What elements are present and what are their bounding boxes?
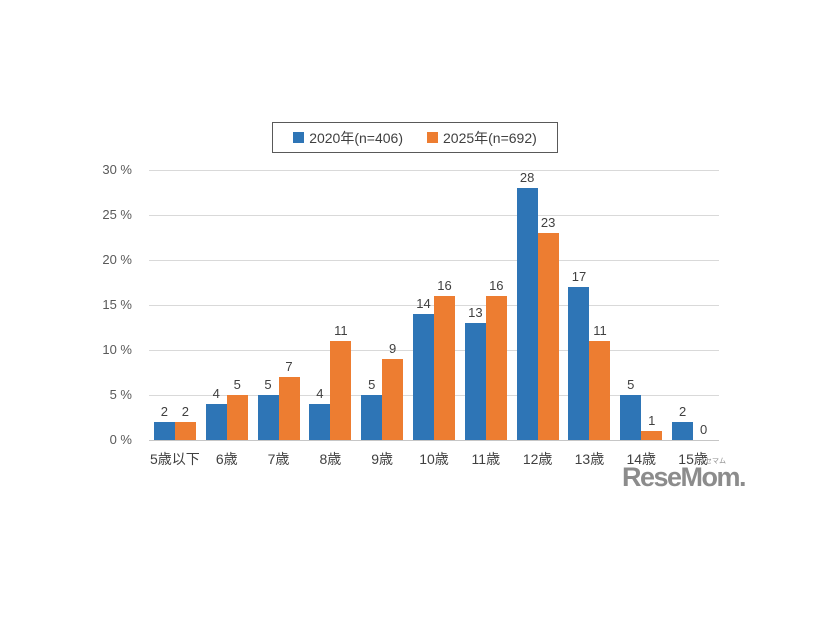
bar-value-label: 9 [389,341,397,356]
bar-group: 5 9 9歳 [356,170,408,467]
bar-group: 14 16 10歳 [408,170,460,467]
bar-group: 4 5 6歳 [201,170,253,467]
x-tick-label: 13歳 [574,451,605,467]
bar-2025 [226,395,248,440]
plot-area: 0 % 5 % 10 % 15 % 20 % 25 % 30 % 2 2 5歳以下 4 5 6歳 5 7 7歳… [102,162,719,467]
y-tick-label: 0 % [109,432,132,447]
y-tick-label: 5 % [109,387,132,402]
gridline [149,169,719,171]
bar-2025 [485,296,507,440]
y-tick-label: 10 % [102,342,132,357]
bar-value-label: 4 [212,386,220,401]
resemom-logo-ruby: リセマム [698,458,726,465]
bar-group: 4 11 8歳 [304,170,356,467]
bar-value-label: 4 [316,386,324,401]
bar-group: 13 16 11歳 [460,170,512,467]
bar-2025 [382,359,404,440]
bar-value-label: 16 [489,278,504,293]
resemom-logo-text: ReseMom. [622,462,747,492]
bar-2020 [205,404,227,440]
bar-2025 [433,296,455,440]
gridline [149,259,719,261]
bar-value-label: 11 [334,323,348,338]
x-tick-label: 11歳 [471,451,501,467]
bar-value-label: 16 [437,278,452,293]
x-tick-label: 5歳以下 [150,451,200,467]
bar-value-label: 28 [519,170,535,185]
bar-2020 [516,188,538,440]
x-tick-label: 14歳 [626,451,657,467]
x-tick-label: 10歳 [419,451,449,467]
x-tick-label: 12歳 [522,451,553,467]
bar-value-label: 0 [699,422,708,437]
bar-2020 [568,287,590,440]
bar-2025 [330,341,352,440]
bar-2020 [309,404,331,440]
bar-2020 [412,314,434,440]
legend-label: 2020年(n=406) [309,129,403,146]
bar-2025 [537,233,559,440]
bar-2025 [174,422,196,440]
bar-value-label: 23 [540,215,556,230]
x-tick-label: 9歳 [371,451,394,467]
bar-value-label: 5 [233,377,241,392]
bar-2025 [641,431,663,440]
legend: 2020年(n=406) 2025年(n=692) [272,122,558,153]
bar-2020 [257,395,279,440]
y-tick-label: 30 % [102,162,132,177]
bar-value-label: 5 [627,377,635,392]
bar-2020 [153,422,175,440]
bar-2020 [361,395,383,440]
bar-2020 [464,323,486,440]
bar-value-label: 17 [571,269,587,284]
bar-value-label: 2 [678,404,687,419]
y-tick-label: 20 % [102,252,132,267]
legend-swatch-icon [293,132,305,143]
bar-group: 5 7 7歳 [253,170,305,467]
bar-2025 [589,341,611,440]
bar-value-label: 1 [648,413,656,428]
legend-label: 2025年(n=692) [443,129,537,146]
legend-item-2020: 2020年(n=406) [293,128,403,148]
x-tick-label: 6歳 [215,451,238,467]
bar-group: 17 11 13歳 [564,170,616,467]
bar-value-label: 2 [181,404,190,419]
x-tick-label: 8歳 [319,451,342,467]
bar-value-label: 2 [160,404,169,419]
x-axis-line [149,439,719,441]
bar-2020 [620,395,642,440]
resemom-logo: リセマム ReseMom. [622,455,747,500]
bar-2020 [672,422,694,440]
legend-item-2025: 2025年(n=692) [427,128,537,148]
bar-group: 28 23 12歳 [512,170,564,467]
bar-group: 5 1 14歳 [615,170,667,467]
gridline [149,214,719,216]
bar-value-label: 14 [416,296,431,311]
y-tick-label: 15 % [102,297,132,312]
bar-group: 2 0 15歳 [667,170,719,467]
bar-value-label: 11 [593,323,607,338]
x-tick-label: 7歳 [267,451,290,467]
bar-value-label: 13 [468,305,483,320]
bar-value-label: 5 [264,377,272,392]
bar-value-label: 5 [368,377,376,392]
legend-swatch-icon [427,132,438,143]
y-tick-label: 25 % [102,207,132,222]
bar-2025 [278,377,300,440]
x-tick-label: 15歳 [678,451,708,467]
bar-value-label: 7 [285,359,293,374]
bar-group: 2 2 5歳以下 [149,170,201,467]
